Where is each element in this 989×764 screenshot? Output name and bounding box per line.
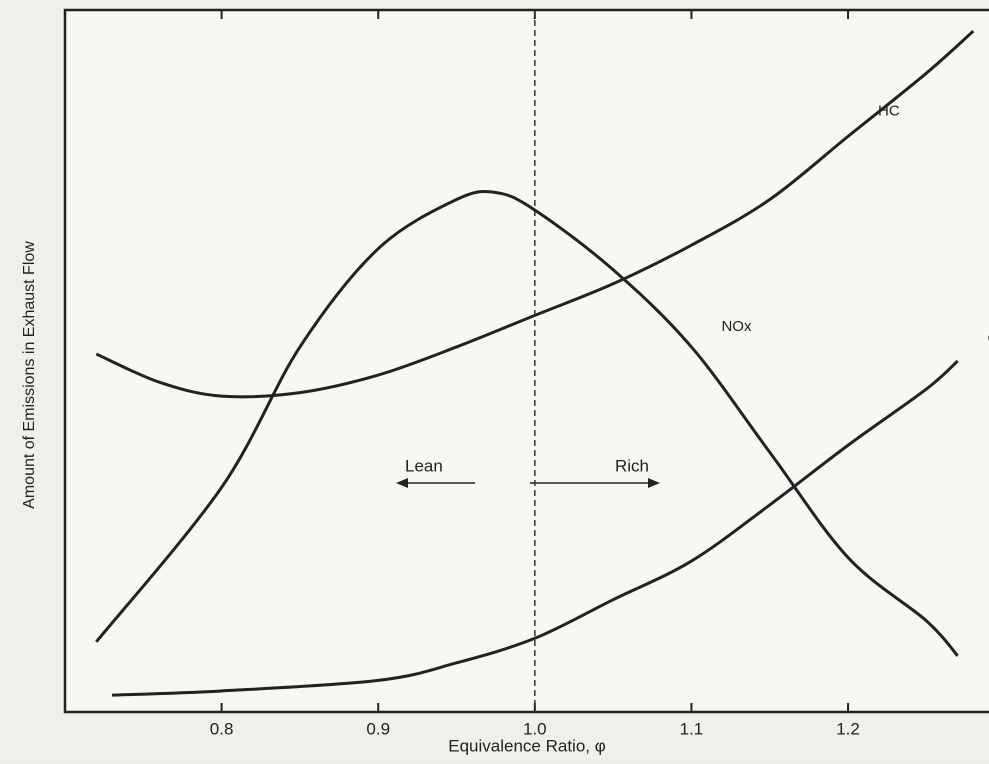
line-0 (95, 29, 975, 399)
series-label: NOx (721, 318, 752, 335)
plot-frame (63, 8, 989, 714)
annotation-lean: Lean (405, 456, 443, 475)
annotation-rich: Rich (615, 456, 649, 475)
x-tick-label: 0.9 (366, 719, 390, 738)
y-axis-label: Amount of Emissions in Exhaust Flow (21, 241, 38, 509)
x-tick-label: 1.0 (523, 719, 547, 738)
line-1 (95, 190, 959, 657)
x-axis-label: Equivalence Ratio, φ (448, 736, 606, 755)
rich-arrowhead (648, 478, 660, 488)
lean-arrowhead (396, 478, 408, 488)
series-label: CO (988, 330, 989, 347)
series-label: HC (878, 102, 900, 119)
x-tick-label: 0.8 (210, 719, 234, 738)
x-tick-label: 1.1 (680, 719, 704, 738)
line-2 (111, 359, 959, 697)
x-tick-label: 1.2 (836, 719, 860, 738)
